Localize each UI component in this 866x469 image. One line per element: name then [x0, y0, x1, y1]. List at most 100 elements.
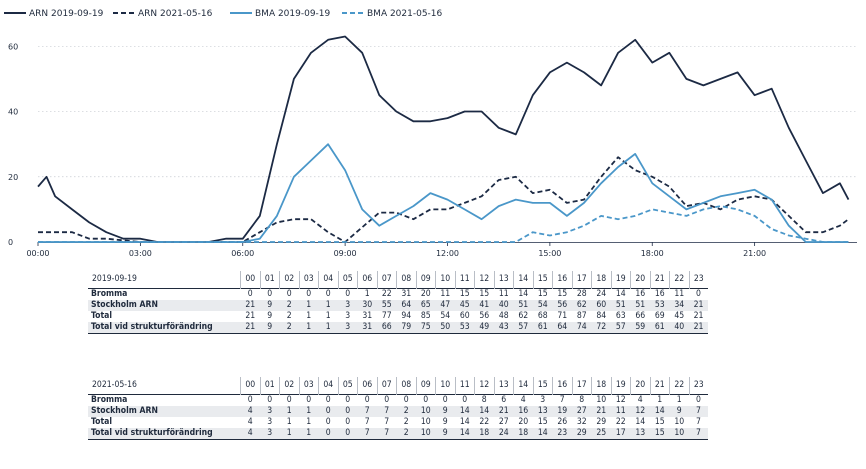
- table-cell: 3: [260, 406, 280, 417]
- hour-header: 07: [376, 271, 397, 289]
- line-chart: ARN 2019-09-19 ARN 2021-05-16 BMA 2019-09-…: [4, 9, 857, 258]
- table-cell: 0: [345, 417, 351, 427]
- table-cell: 16: [630, 288, 650, 300]
- table-cell: 15: [533, 288, 553, 300]
- table-cell: 0: [240, 288, 260, 300]
- table-row: Total 4 3 1 1 0 0 7 7 2 10 9 14 22 27 20 15 26 32 29 22 14 15 1…: [88, 417, 708, 428]
- series-line-4: [38, 205, 849, 243]
- table-cell: 2: [403, 417, 409, 427]
- table-cell: 62: [518, 311, 529, 321]
- table-cell: 72: [591, 322, 611, 334]
- table-cell: 60: [591, 300, 611, 311]
- hour-header: 08: [396, 377, 416, 395]
- table-cell: 9: [260, 300, 280, 311]
- hour-header: 19: [610, 271, 631, 289]
- hour-header: 10: [435, 271, 455, 289]
- table-cell: 1: [306, 417, 312, 427]
- table-cell: 23: [552, 428, 572, 440]
- hour-header: 00: [240, 271, 260, 289]
- table-cell: 61: [650, 322, 670, 334]
- hour-header: 16: [552, 377, 572, 395]
- hour-header: 02: [279, 271, 299, 289]
- table-cell: 94: [401, 311, 412, 321]
- hour-header: 22: [669, 377, 689, 395]
- table-cell: 21: [240, 300, 260, 311]
- table-cell: 0: [240, 394, 260, 406]
- row-label: Total: [91, 417, 113, 427]
- table-row: Total 21 9 2 1 1 3 31 77 94 85 54 60 56 48 62 68 71 87 84 63…: [88, 311, 708, 322]
- table-cell: 51: [513, 300, 533, 311]
- table-cell: 1: [650, 394, 670, 406]
- table-cell: 1: [286, 417, 292, 427]
- hour-header: 17: [571, 271, 592, 289]
- hour-header: 09: [415, 271, 436, 289]
- table-cell: 85: [420, 311, 431, 321]
- table-cell: 21: [689, 300, 708, 311]
- table-cell: 71: [557, 311, 568, 321]
- table-cell: 7: [384, 417, 390, 427]
- table-cell: 48: [498, 311, 509, 321]
- hour-header: 11: [454, 377, 475, 395]
- hour-header: 04: [318, 377, 338, 395]
- hour-header: 06: [357, 271, 377, 289]
- row-label: Total vid strukturförändring: [88, 322, 241, 334]
- table-cell: 51: [630, 300, 650, 311]
- table-cell: 63: [615, 311, 626, 321]
- y-tick-label: 40: [8, 108, 18, 117]
- table-cell: 51: [611, 300, 631, 311]
- table-cell: 9: [435, 406, 455, 417]
- table-cell: 15: [552, 288, 572, 300]
- table-cell: 0: [689, 394, 708, 406]
- table-cell: 0: [338, 288, 358, 300]
- table-cell: 14: [474, 406, 494, 417]
- table-cell: 3: [267, 417, 273, 427]
- table-row: Total vid strukturförändring 4 3 1 1 0 0 7 7 2 10 9…: [88, 428, 708, 440]
- table-cell: 7: [696, 417, 701, 427]
- table-cell: 84: [596, 311, 607, 321]
- table-cell: 1: [299, 322, 319, 334]
- table-cell: 0: [318, 406, 338, 417]
- y-axis-ticks: 0 20 40 60: [8, 42, 18, 247]
- hour-header: 11: [454, 271, 475, 289]
- hour-header: 03: [298, 377, 319, 395]
- table-cell: 0: [338, 406, 358, 417]
- table-cell: 21: [591, 406, 611, 417]
- chart-grid: [38, 45, 857, 243]
- hour-header: 07: [376, 377, 397, 395]
- table-cell: 61: [533, 322, 553, 334]
- table-cell: 11: [435, 288, 455, 300]
- chart-legend: ARN 2019-09-19 ARN 2021-05-16 BMA 2019-09-…: [4, 9, 443, 19]
- table-cell: 0: [338, 428, 358, 440]
- legend-label: BMA 2021-05-16: [367, 9, 443, 19]
- table-cell: 14: [611, 288, 631, 300]
- table-cell: 4: [240, 406, 260, 417]
- table-cell: 21: [245, 311, 256, 321]
- table-cell: 0: [299, 394, 319, 406]
- table-cell: 31: [357, 322, 377, 334]
- x-tick-label: 15:00: [538, 249, 561, 258]
- table-cell: 41: [474, 300, 494, 311]
- row-label: Total vid strukturförändring: [88, 428, 241, 440]
- table-cell: 7: [357, 428, 377, 440]
- hour-header: 12: [474, 271, 494, 289]
- table-cell: 56: [552, 300, 572, 311]
- data-table-2: 2021-05-16 00 01 02 03 04 05 06 07 08 09 10 11 12 13 1…: [88, 377, 708, 440]
- table-cell: 10: [420, 417, 431, 427]
- table-cell: 4: [630, 394, 650, 406]
- hour-header: 16: [552, 271, 572, 289]
- table-cell: 79: [396, 322, 416, 334]
- table-cell: 54: [440, 311, 451, 321]
- table-cell: 64: [396, 300, 416, 311]
- table-cell: 3: [260, 428, 280, 440]
- table-cell: 57: [611, 322, 631, 334]
- table-cell: 7: [377, 428, 397, 440]
- table-cell: 31: [396, 288, 416, 300]
- hour-header: 18: [591, 271, 611, 289]
- table-row: Stockholm ARN 21 9 2 1 1 3 30 55 64 65 47 45 41 40 51 54…: [88, 300, 708, 311]
- table-cell: 4: [240, 428, 260, 440]
- table-cell: 68: [537, 311, 548, 321]
- y-tick-label: 20: [8, 173, 18, 182]
- hour-header: 05: [337, 377, 358, 395]
- hour-header: 23: [688, 271, 708, 289]
- table-cell: 74: [572, 322, 592, 334]
